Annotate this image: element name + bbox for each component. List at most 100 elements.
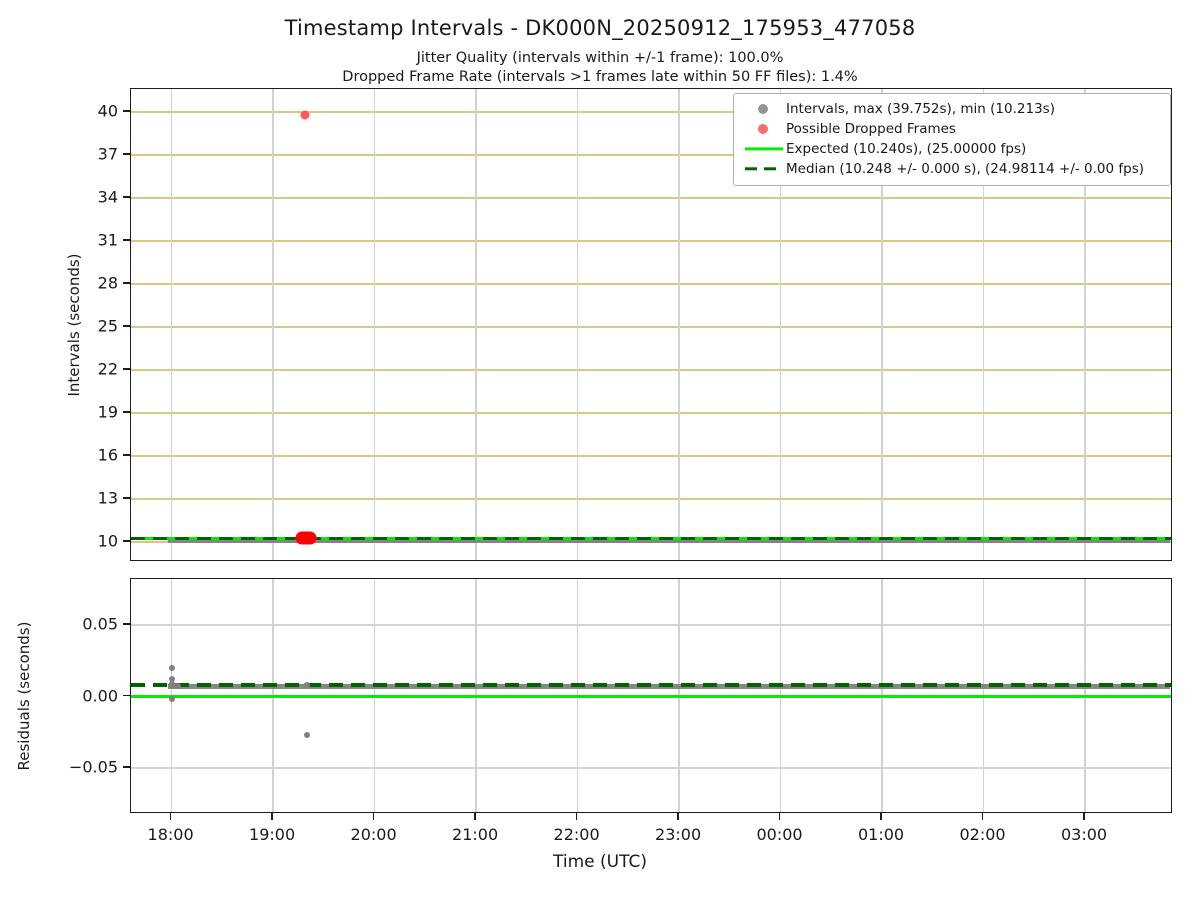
residual-point [168,696,175,703]
legend-line-expected-icon [742,140,786,158]
gridline-vertical [982,89,985,560]
gridline-horizontal [131,282,1171,285]
y-tick-mark [123,110,130,112]
y-tick-label: 0.00 [82,686,118,705]
y-tick-label: 37 [97,144,118,164]
gridline-vertical [475,89,477,560]
gridline-horizontal [131,454,1171,457]
gridline-vertical [678,89,680,560]
y-tick-label: 31 [97,230,118,250]
y-tick-label: 25 [97,316,118,336]
y-tick-mark [123,623,130,625]
y-tick-mark [123,411,130,413]
x-tick-mark [677,813,679,820]
legend-marker-dropped-frames-icon [742,120,786,138]
y-tick-mark [123,153,130,155]
y-tick-label: 40 [97,101,118,121]
page-title: Timestamp Intervals - DK000N_20250912_17… [284,16,916,40]
y-tick-mark [123,196,130,198]
y-tick-mark [123,694,130,697]
residuals-plot-area [130,578,1172,813]
gridline-horizontal [131,368,1171,371]
x-axis-label: Time (UTC) [553,852,647,872]
legend-item-median: Median (10.248 +/- 0.000 s), (24.98114 +… [742,159,1162,179]
gridline-horizontal [131,196,1171,199]
legend-marker-intervals-icon [742,100,786,118]
legend-item-dropped-frames: Possible Dropped Frames [742,119,1162,139]
y-tick-mark [123,540,130,542]
x-tick-label: 18:00 [147,825,194,844]
y-tick-label: 13 [97,488,118,508]
residual-point [168,676,175,683]
y-tick-mark [123,239,130,241]
residual-point [303,732,310,739]
x-tick-label: 00:00 [756,825,803,844]
y-tick-label: 22 [97,359,118,379]
gridline-vertical [170,89,173,560]
residual-point [168,682,175,689]
chart-subtitle-jitter-quality: Jitter Quality (intervals within +/-1 fr… [416,50,784,66]
residual-point [171,683,178,690]
x-tick-label: 22:00 [553,825,600,844]
dropped-frame-point [300,110,310,120]
x-tick-label: 01:00 [857,825,905,844]
legend-label-dropped-frames: Possible Dropped Frames [786,121,956,137]
gridline-vertical [373,89,376,560]
median-line [131,683,1171,687]
gridline-horizontal [131,624,1171,626]
x-tick-mark [372,813,375,820]
x-tick-label: 21:00 [452,825,499,844]
chart-legend: Intervals, max (39.752s), min (10.213s) … [733,93,1171,186]
residual-point [175,683,182,690]
y-tick-mark [123,325,130,327]
gridline-vertical [1084,89,1086,560]
gridline-horizontal [131,411,1171,414]
y-tick-mark [123,766,130,769]
gridline-horizontal [131,325,1171,328]
legend-label-expected: Expected (10.240s), (25.00000 fps) [786,141,1027,157]
gridline-vertical [881,89,883,560]
x-tick-mark [169,813,172,820]
y-tick-label: 28 [97,273,118,293]
legend-label-median: Median (10.248 +/- 0.000 s), (24.98114 +… [786,161,1145,177]
x-tick-label: 20:00 [350,825,397,844]
y-tick-label: −0.05 [68,757,118,777]
gridline-vertical [779,89,782,560]
y-tick-label: 34 [97,187,118,207]
x-tick-label: 23:00 [655,825,702,844]
legend-item-intervals: Intervals, max (39.752s), min (10.213s) [742,99,1162,119]
x-tick-mark [880,813,882,820]
chart-subtitle-dropped-frame-rate: Dropped Frame Rate (intervals >1 frames … [342,69,858,85]
y-tick-mark [123,282,130,284]
gridline-horizontal [131,497,1171,500]
y-tick-label: 10 [97,531,118,551]
expected-line [131,694,1171,699]
intervals-y-axis-label: Intervals (seconds) [65,252,83,397]
legend-line-median-icon [742,160,786,178]
gridline-horizontal [131,153,1171,156]
residuals-data-band [168,684,1170,690]
residual-point [303,682,310,689]
x-tick-mark [778,813,781,820]
x-tick-mark [981,813,984,820]
x-tick-label: 03:00 [1060,825,1108,844]
legend-item-expected: Expected (10.240s), (25.00000 fps) [742,139,1162,159]
residuals-y-axis-label: Residuals (seconds) [15,621,33,770]
x-tick-label: 19:00 [249,825,296,844]
gridline-horizontal [131,239,1171,242]
residual-point [168,664,175,671]
x-tick-label: 02:00 [959,825,1006,844]
dropped-frame-cluster [295,531,317,545]
y-tick-mark [123,497,130,499]
intervals-data-band [168,537,1170,544]
gridline-vertical [576,89,579,560]
x-tick-mark [1083,813,1085,820]
x-tick-mark [271,813,273,820]
gridline-horizontal [131,110,1171,113]
y-tick-label: 0.05 [82,614,118,634]
gridline-horizontal [131,767,1171,769]
x-tick-mark [474,813,476,820]
legend-label-intervals: Intervals, max (39.752s), min (10.213s) [786,101,1055,117]
x-tick-mark [575,813,578,820]
